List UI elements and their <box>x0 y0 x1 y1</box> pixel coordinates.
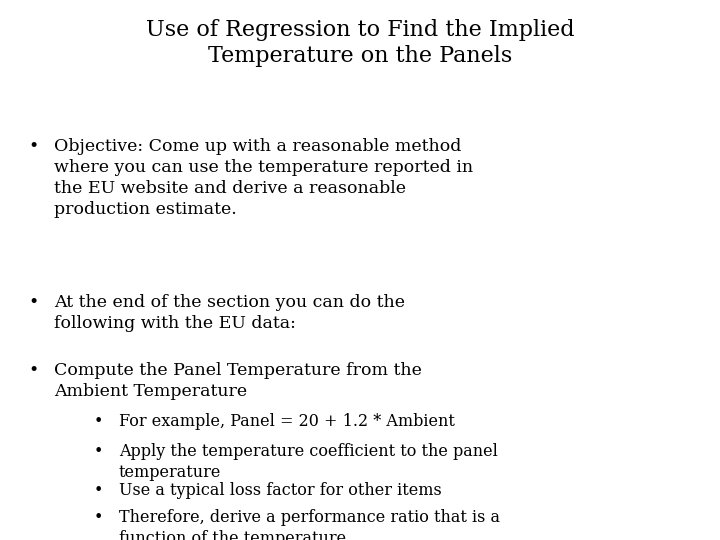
Text: Use a typical loss factor for other items: Use a typical loss factor for other item… <box>119 482 441 499</box>
Text: Compute the Panel Temperature from the
Ambient Temperature: Compute the Panel Temperature from the A… <box>54 362 422 400</box>
Text: •: • <box>94 413 103 430</box>
Text: Therefore, derive a performance ratio that is a
function of the temperature: Therefore, derive a performance ratio th… <box>119 509 500 540</box>
Text: •: • <box>29 138 39 154</box>
Text: For example, Panel = 20 + 1.2 * Ambient: For example, Panel = 20 + 1.2 * Ambient <box>119 413 454 430</box>
Text: •: • <box>94 482 103 499</box>
Text: •: • <box>94 509 103 526</box>
Text: •: • <box>94 443 103 460</box>
Text: •: • <box>29 294 39 311</box>
Text: At the end of the section you can do the
following with the EU data:: At the end of the section you can do the… <box>54 294 405 333</box>
Text: •: • <box>29 362 39 379</box>
Text: Apply the temperature coefficient to the panel
temperature: Apply the temperature coefficient to the… <box>119 443 498 481</box>
Text: Use of Regression to Find the Implied
Temperature on the Panels: Use of Regression to Find the Implied Te… <box>145 19 575 67</box>
Text: Objective: Come up with a reasonable method
where you can use the temperature re: Objective: Come up with a reasonable met… <box>54 138 473 218</box>
